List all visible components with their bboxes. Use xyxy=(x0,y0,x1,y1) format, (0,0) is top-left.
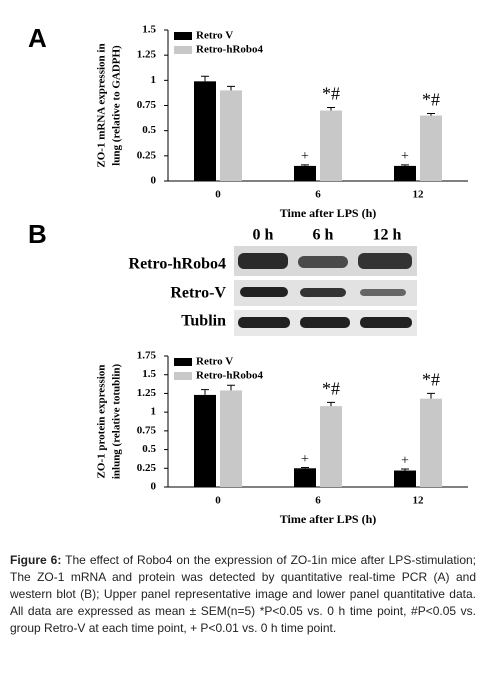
caption-label: Figure 6: xyxy=(10,553,62,567)
significance-marker: *# xyxy=(322,379,340,399)
legend-swatch xyxy=(174,32,192,40)
error-bar xyxy=(301,467,309,469)
legend-label: Retro-hRobo4 xyxy=(196,370,264,382)
x-tick-label: 0 xyxy=(215,495,221,507)
legend-swatch xyxy=(174,358,192,366)
error-bar xyxy=(327,401,335,407)
x-tick-label: 12 xyxy=(413,495,425,507)
caption: Figure 6: The effect of Robo4 on the exp… xyxy=(10,552,476,637)
bar xyxy=(394,165,416,181)
error-bar xyxy=(401,468,409,471)
bar xyxy=(194,394,216,487)
legend-label: Retro V xyxy=(196,356,233,368)
significance-marker: + xyxy=(301,149,309,164)
row-label: Retro-hRobo4 xyxy=(129,256,226,273)
row-label: Retro-V xyxy=(170,285,226,302)
bar xyxy=(320,406,342,487)
y-tick-label: 1.75 xyxy=(137,350,157,362)
y-axis-label: ZO-1 protein expression xyxy=(96,365,108,479)
bar xyxy=(420,115,442,181)
y-tick-label: 1.25 xyxy=(137,49,157,61)
legend-label: Retro-hRobo4 xyxy=(196,44,264,56)
bar xyxy=(194,81,216,181)
bar xyxy=(294,165,316,181)
error-bar xyxy=(327,107,335,111)
bar xyxy=(220,390,242,487)
bar xyxy=(320,110,342,181)
significance-marker: *# xyxy=(422,90,440,110)
panel-label: A xyxy=(28,23,47,53)
y-axis-label: lung (relative to GADPH) xyxy=(111,45,123,166)
x-tick-label: 12 xyxy=(413,189,425,201)
bar xyxy=(220,90,242,181)
figure: A B 0 h 6 h 12 h Retro-hRobo4 Retro-V Tu… xyxy=(28,23,468,526)
legend-swatch xyxy=(174,46,192,54)
row-label: Tublin xyxy=(181,313,226,330)
error-bar xyxy=(201,389,209,395)
y-tick-label: 0.25 xyxy=(137,462,157,474)
panel-label: B xyxy=(28,219,47,249)
y-tick-label: 0.25 xyxy=(137,149,157,161)
y-tick-label: 0.5 xyxy=(142,443,156,455)
legend-label: Retro V xyxy=(196,30,233,42)
caption-text: The effect of Robo4 on the expression of… xyxy=(10,553,477,635)
x-axis-label: Time after LPS (h) xyxy=(280,206,377,220)
y-axis-label: ZO-1 mRNA expression in xyxy=(96,43,108,167)
significance-marker: *# xyxy=(322,84,340,104)
error-bar xyxy=(227,85,235,91)
error-bar xyxy=(301,164,309,166)
y-axis-label: inlung (relative totublin) xyxy=(111,364,123,480)
significance-marker: + xyxy=(401,149,409,164)
error-bar xyxy=(427,392,435,399)
significance-marker: + xyxy=(401,453,409,468)
y-tick-label: 1 xyxy=(151,406,157,418)
y-tick-label: 0.75 xyxy=(137,99,157,111)
y-tick-label: 1 xyxy=(151,74,157,86)
bar xyxy=(420,398,442,487)
y-tick-label: 0.5 xyxy=(142,124,156,136)
y-tick-label: 1.5 xyxy=(142,24,156,36)
bar xyxy=(394,470,416,487)
error-bar xyxy=(427,113,435,116)
y-tick-label: 1.25 xyxy=(137,387,157,399)
x-tick-label: 6 xyxy=(315,495,321,507)
blot-image xyxy=(234,246,417,336)
significance-marker: + xyxy=(301,452,309,467)
error-bar xyxy=(227,384,235,391)
y-tick-label: 0.75 xyxy=(137,424,157,436)
y-tick-label: 1.5 xyxy=(142,368,156,380)
bar xyxy=(294,468,316,487)
significance-marker: *# xyxy=(422,370,440,390)
x-tick-label: 6 xyxy=(315,189,321,201)
lane-label: 6 h xyxy=(313,227,334,244)
x-tick-label: 0 xyxy=(215,189,221,201)
lane-label: 0 h xyxy=(253,227,274,244)
lane-label: 12 h xyxy=(373,227,402,244)
y-tick-label: 0 xyxy=(151,175,157,187)
x-axis-label: Time after LPS (h) xyxy=(280,512,377,526)
legend-swatch xyxy=(174,372,192,380)
error-bar xyxy=(201,75,209,82)
error-bar xyxy=(401,164,409,166)
y-tick-label: 0 xyxy=(151,481,157,493)
